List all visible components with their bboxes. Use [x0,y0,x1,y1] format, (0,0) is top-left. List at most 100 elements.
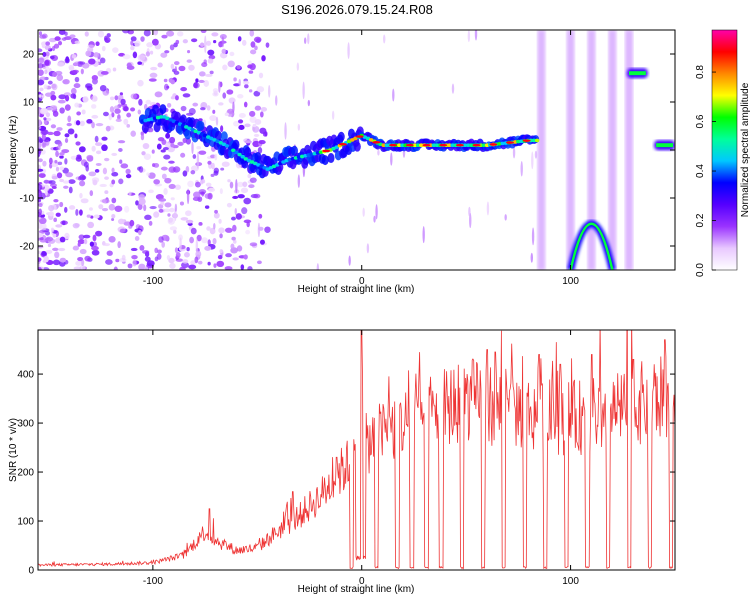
speckle-mark [149,128,154,133]
speckle-mark [71,40,75,45]
speckle-mark [162,147,169,151]
speckle-mark [95,162,102,166]
ridge-core-mark [227,146,233,150]
speckle-mark [243,197,252,205]
speckle-mark [153,179,160,185]
speckle-mark [39,87,44,92]
speckle-mark [224,266,233,270]
streak-mark [195,238,199,253]
speckle-mark [240,264,245,270]
speckle-mark [138,263,146,270]
speckle-mark [55,224,63,228]
ridge-peak-mark [405,143,414,147]
speckle-mark [73,266,82,270]
speckle-mark [137,203,143,211]
speckle-mark [41,133,46,141]
streak-mark [469,212,472,229]
ridge-mark [327,153,335,164]
speckle-mark [153,30,159,36]
speckle-mark [49,104,58,110]
streak-mark [307,33,310,45]
speckle-mark [204,73,213,77]
speckle-mark [207,58,214,64]
ridge-peak-mark [472,143,481,147]
speckle-mark [232,239,237,244]
speckle-mark [190,170,196,175]
speckle-mark [166,30,175,37]
speckle-mark [213,40,217,44]
ridge-peak-mark [322,149,331,153]
speckle-mark [131,255,138,260]
speckle-mark [220,125,224,133]
speckle-mark [264,226,271,233]
speckle-mark [52,247,59,251]
speckle-mark [238,124,245,131]
speckle-mark [149,50,154,55]
speckle-mark [59,107,65,114]
speckle-mark [38,250,43,254]
ridge-core-mark [450,143,455,147]
ridge-core-mark [531,138,537,143]
speckle-mark [182,39,188,44]
speckle-mark [120,98,126,105]
streak-mark [486,201,490,216]
speckle-mark [160,201,165,206]
speckle-mark [115,118,122,123]
ridge-mark [184,129,192,140]
speckle-mark [148,189,154,194]
speckle-mark [211,32,219,37]
arch-feature-core [569,222,614,270]
speckle-mark [138,229,142,236]
speckle-mark [168,160,175,164]
y-tick-label: 0 [28,566,34,577]
speckle-mark [47,131,54,136]
y-tick-label: 10 [23,98,35,109]
speckle-mark [106,250,113,256]
speckle-mark [54,159,58,164]
speckle-mark [219,52,228,59]
speckle-mark [123,221,132,226]
speckle-mark [138,98,143,106]
speckle-mark [167,213,171,217]
speckle-mark [219,188,223,195]
streak-mark [316,263,320,270]
speckle-mark [38,192,42,198]
speckle-mark [67,115,72,123]
streak-mark [504,214,507,221]
speckle-mark [151,38,159,46]
speckle-mark [79,248,87,255]
speckle-mark [257,146,263,154]
speckle-mark [43,84,48,90]
speckle-mark [252,123,257,128]
speckle-mark [83,238,88,245]
ridge-core-mark [231,148,236,153]
speckle-mark [169,226,178,231]
streak-mark [235,178,238,194]
speckle-mark [59,166,65,171]
ridge-core-mark [159,115,164,119]
speckle-mark [49,55,55,60]
speckle-mark [63,92,71,97]
speckle-mark [175,95,179,101]
speckle-mark [42,184,50,192]
vertical-band [625,30,634,270]
speckle-mark [163,154,171,160]
speckle-mark [218,227,225,234]
speckle-mark [249,30,255,37]
speckle-mark [74,102,80,108]
speckle-mark [168,183,176,190]
streak-mark [297,123,301,131]
speckle-mark [154,247,159,254]
speckle-mark [38,183,43,191]
speckle-mark [101,136,108,141]
y-tick-label: -10 [20,194,35,205]
speckle-mark [201,237,208,244]
speckle-mark [142,250,150,254]
speckle-mark [253,193,261,199]
speckle-mark [117,94,124,101]
speckle-mark [53,130,61,137]
speckle-mark [71,54,77,59]
speckle-mark [91,249,100,256]
speckle-mark [93,52,100,58]
speckle-mark [99,84,107,92]
